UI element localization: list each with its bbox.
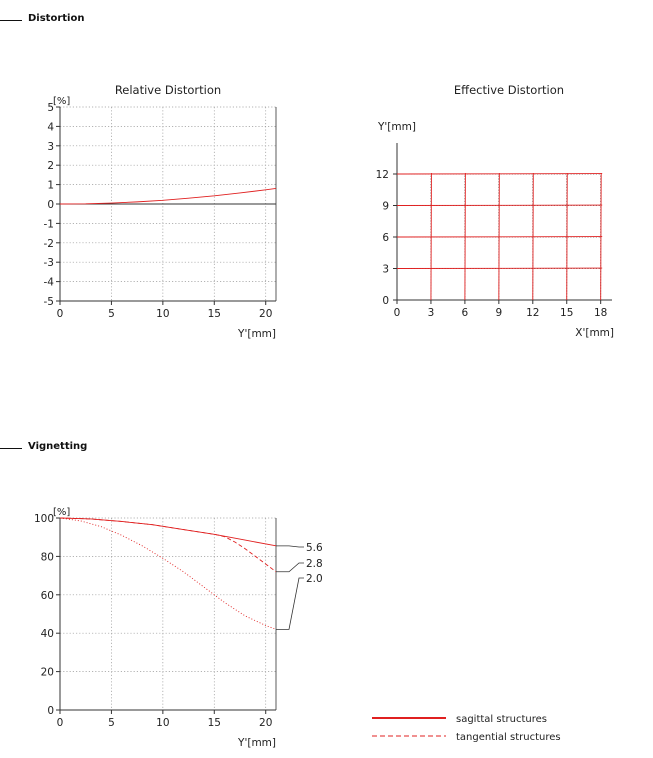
distorted-grid-vertical xyxy=(464,172,466,301)
relative-distortion-chart: Relative Distortion -5 -4 -3 -2 -1 0 1 2 3 4 5 0 5 10 1… xyxy=(44,83,277,340)
y-tick-label: 1 xyxy=(47,180,54,192)
x-tick-label: 20 xyxy=(259,308,272,320)
x-axis-label: Y'[mm] xyxy=(237,737,276,749)
y-axis-label: [%] xyxy=(53,96,70,107)
y-tick-label: 3 xyxy=(382,264,389,276)
heading-rule xyxy=(0,19,22,21)
x-axis-label: Y'[mm] xyxy=(237,328,276,340)
legend-sagittal-label: sagittal structures xyxy=(456,714,547,725)
y-tick-label: -5 xyxy=(44,296,54,308)
y-tick-label: 4 xyxy=(47,121,54,133)
x-tick-label: 15 xyxy=(560,307,573,319)
y-tick-label: 100 xyxy=(34,513,54,525)
x-tick-label: 0 xyxy=(57,308,64,320)
series-label: 2.8 xyxy=(306,558,323,570)
distorted-grid-vertical xyxy=(532,172,534,301)
y-tick-label: 2 xyxy=(47,160,54,172)
vignetting-chart: 0 20 40 60 80 100 0 5 10 15 20 [%] Y'[mm] 5.6 2.8 2.0 xyxy=(34,507,323,749)
x-tick-label: 15 xyxy=(208,308,221,320)
vignetting-heading-label: Vignetting xyxy=(28,440,88,452)
distortion-section-heading: Distortion xyxy=(0,11,84,25)
x-tick-label: 9 xyxy=(495,307,502,319)
series-line-2.0 xyxy=(59,517,277,630)
series-leader-line xyxy=(276,545,304,548)
series-line xyxy=(59,188,277,205)
y-axis-label: [%] xyxy=(53,507,70,518)
y-tick-label: 6 xyxy=(382,232,389,244)
distortion-heading-label: Distortion xyxy=(28,12,85,24)
y-tick-label: -4 xyxy=(44,277,55,289)
x-tick-label: 0 xyxy=(394,307,401,319)
y-tick-label: 0 xyxy=(382,295,389,307)
y-tick-label: 0 xyxy=(47,705,54,717)
x-tick-label: 18 xyxy=(594,307,607,319)
distorted-grid-vertical xyxy=(566,172,568,301)
effective-distortion-chart: Effective Distortion 0 3 6 9 12 0 3 6 9 12 15 18 Y'[m… xyxy=(376,83,614,339)
legend-tangential-label: tangential structures xyxy=(456,732,561,743)
y-tick-label: 5 xyxy=(47,102,54,114)
vignetting-section-heading: Vignetting xyxy=(0,439,87,453)
series-leader-line xyxy=(276,562,304,573)
distorted-grid-vertical xyxy=(498,172,500,301)
heading-rule xyxy=(0,447,22,449)
x-tick-label: 10 xyxy=(156,308,169,320)
y-tick-label: 20 xyxy=(41,667,54,679)
x-axis-label: X'[mm] xyxy=(575,327,614,339)
chart-legend: sagittal structures tangential structures xyxy=(372,714,561,743)
x-tick-label: 0 xyxy=(57,717,64,729)
x-tick-label: 10 xyxy=(156,717,169,729)
series-line-2.8 xyxy=(59,517,277,573)
y-tick-label: -2 xyxy=(44,238,54,250)
x-tick-label: 12 xyxy=(526,307,539,319)
x-tick-label: 15 xyxy=(208,717,221,729)
y-tick-label: 40 xyxy=(41,628,54,640)
x-tick-label: 20 xyxy=(259,717,272,729)
series-leader-line xyxy=(276,577,304,630)
y-tick-label: 3 xyxy=(47,141,54,153)
x-tick-label: 5 xyxy=(108,308,115,320)
x-tick-label: 6 xyxy=(462,307,469,319)
y-tick-label: 60 xyxy=(41,590,54,602)
distorted-grid-vertical xyxy=(430,172,432,301)
x-tick-label: 3 xyxy=(428,307,435,319)
distorted-grid-vertical xyxy=(600,172,602,301)
series-label: 2.0 xyxy=(306,573,323,585)
y-tick-label: 80 xyxy=(41,551,54,563)
y-axis-label: Y'[mm] xyxy=(377,121,416,133)
series-label: 5.6 xyxy=(306,542,323,554)
chart-title: Effective Distortion xyxy=(454,83,564,97)
y-tick-label: -1 xyxy=(44,218,54,230)
y-tick-label: -3 xyxy=(44,257,54,269)
y-tick-label: 0 xyxy=(47,199,54,211)
y-tick-label: 12 xyxy=(376,169,389,181)
y-tick-label: 9 xyxy=(382,201,389,213)
series-line-5.6 xyxy=(59,517,277,547)
x-tick-label: 5 xyxy=(108,717,115,729)
chart-title: Relative Distortion xyxy=(115,83,221,97)
